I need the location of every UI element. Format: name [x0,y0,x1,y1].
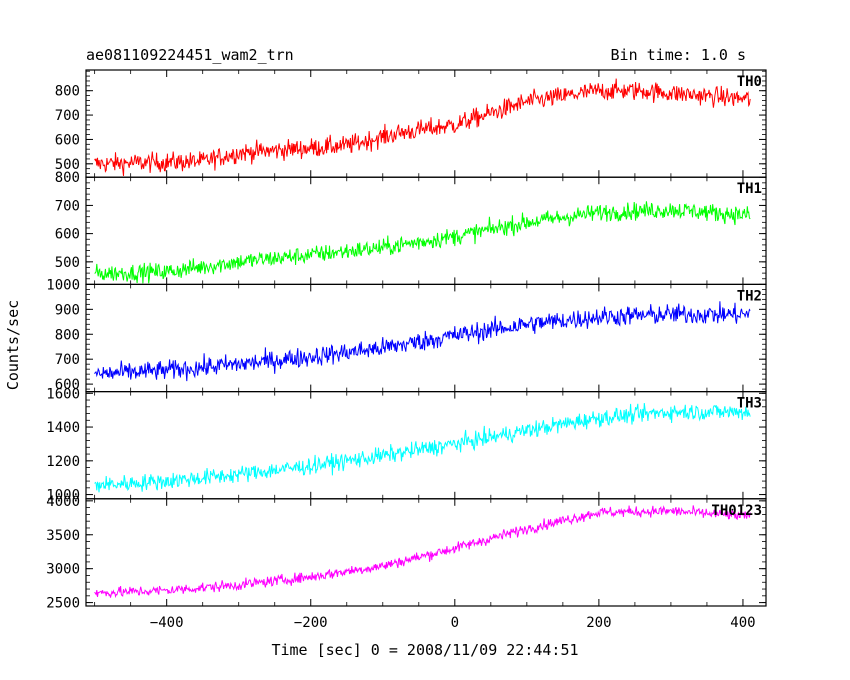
series-th2 [94,301,751,382]
y-tick-label: 3500 [46,528,80,544]
y-tick-label: 500 [55,157,80,173]
series-th3 [94,402,751,493]
y-tick-label: 1000 [46,277,80,293]
x-tick-label: 0 [451,615,459,631]
panel-label-th0: TH0 [737,74,762,90]
x-axis: −400 −200 0 200 400 [150,615,756,631]
panel-th1: 500 600 700 800 TH1 [55,170,767,285]
panel-frame [85,498,767,607]
x-tick-label: −400 [150,615,184,631]
panel-label-th3: TH3 [737,396,762,412]
y-tick-label: 600 [55,377,80,393]
plot-title: ae081109224451_wam2_trn [86,46,294,64]
y-tick-label: 1000 [46,488,80,504]
bin-time-label: Bin time: 1.0 s [611,46,746,64]
x-tick-label: 200 [586,615,611,631]
y-tick-label: 600 [55,227,80,243]
panel-th3: 1000 1200 1400 1600 TH3 [46,386,767,504]
y-axis-title: Counts/sec [4,300,22,390]
y-tick-label: 1400 [46,420,80,436]
panel-label-th1: TH1 [737,181,762,197]
y-tick-label: 700 [55,198,80,214]
y-tick-label: 2500 [46,596,80,612]
series-th1 [94,201,751,284]
panel-th2: 600 700 800 900 1000 TH2 [46,277,767,393]
y-tick-label: 1600 [46,386,80,402]
y-tick-label: 600 [55,132,80,148]
x-tick-label: 400 [730,615,755,631]
y-tick-label: 700 [55,352,80,368]
panels-group: 500 600 700 800 TH0 500 600 700 800 TH1 600 700 800 9… [46,69,767,612]
y-tick-label: 800 [55,84,80,100]
series-th0123 [94,505,751,599]
panel-th0123: 2500 3000 3500 4000 TH0123 [46,494,767,612]
y-tick-label: 500 [55,255,80,271]
y-tick-label: 1200 [46,454,80,470]
y-tick-label: 700 [55,108,80,124]
panel-label-th2: TH2 [737,288,762,304]
y-tick-label: 3000 [46,562,80,578]
panel-th0: 500 600 700 800 TH0 [55,69,767,178]
series-th0 [94,78,751,176]
y-tick-label: 900 [55,302,80,318]
panel-label-th0123: TH0123 [711,503,762,519]
y-tick-label: 800 [55,327,80,343]
x-tick-label: −200 [294,615,328,631]
x-axis-title: Time [sec] 0 = 2008/11/09 22:44:51 [271,641,578,659]
y-tick-label: 4000 [46,494,80,510]
y-tick-label: 800 [55,170,80,186]
